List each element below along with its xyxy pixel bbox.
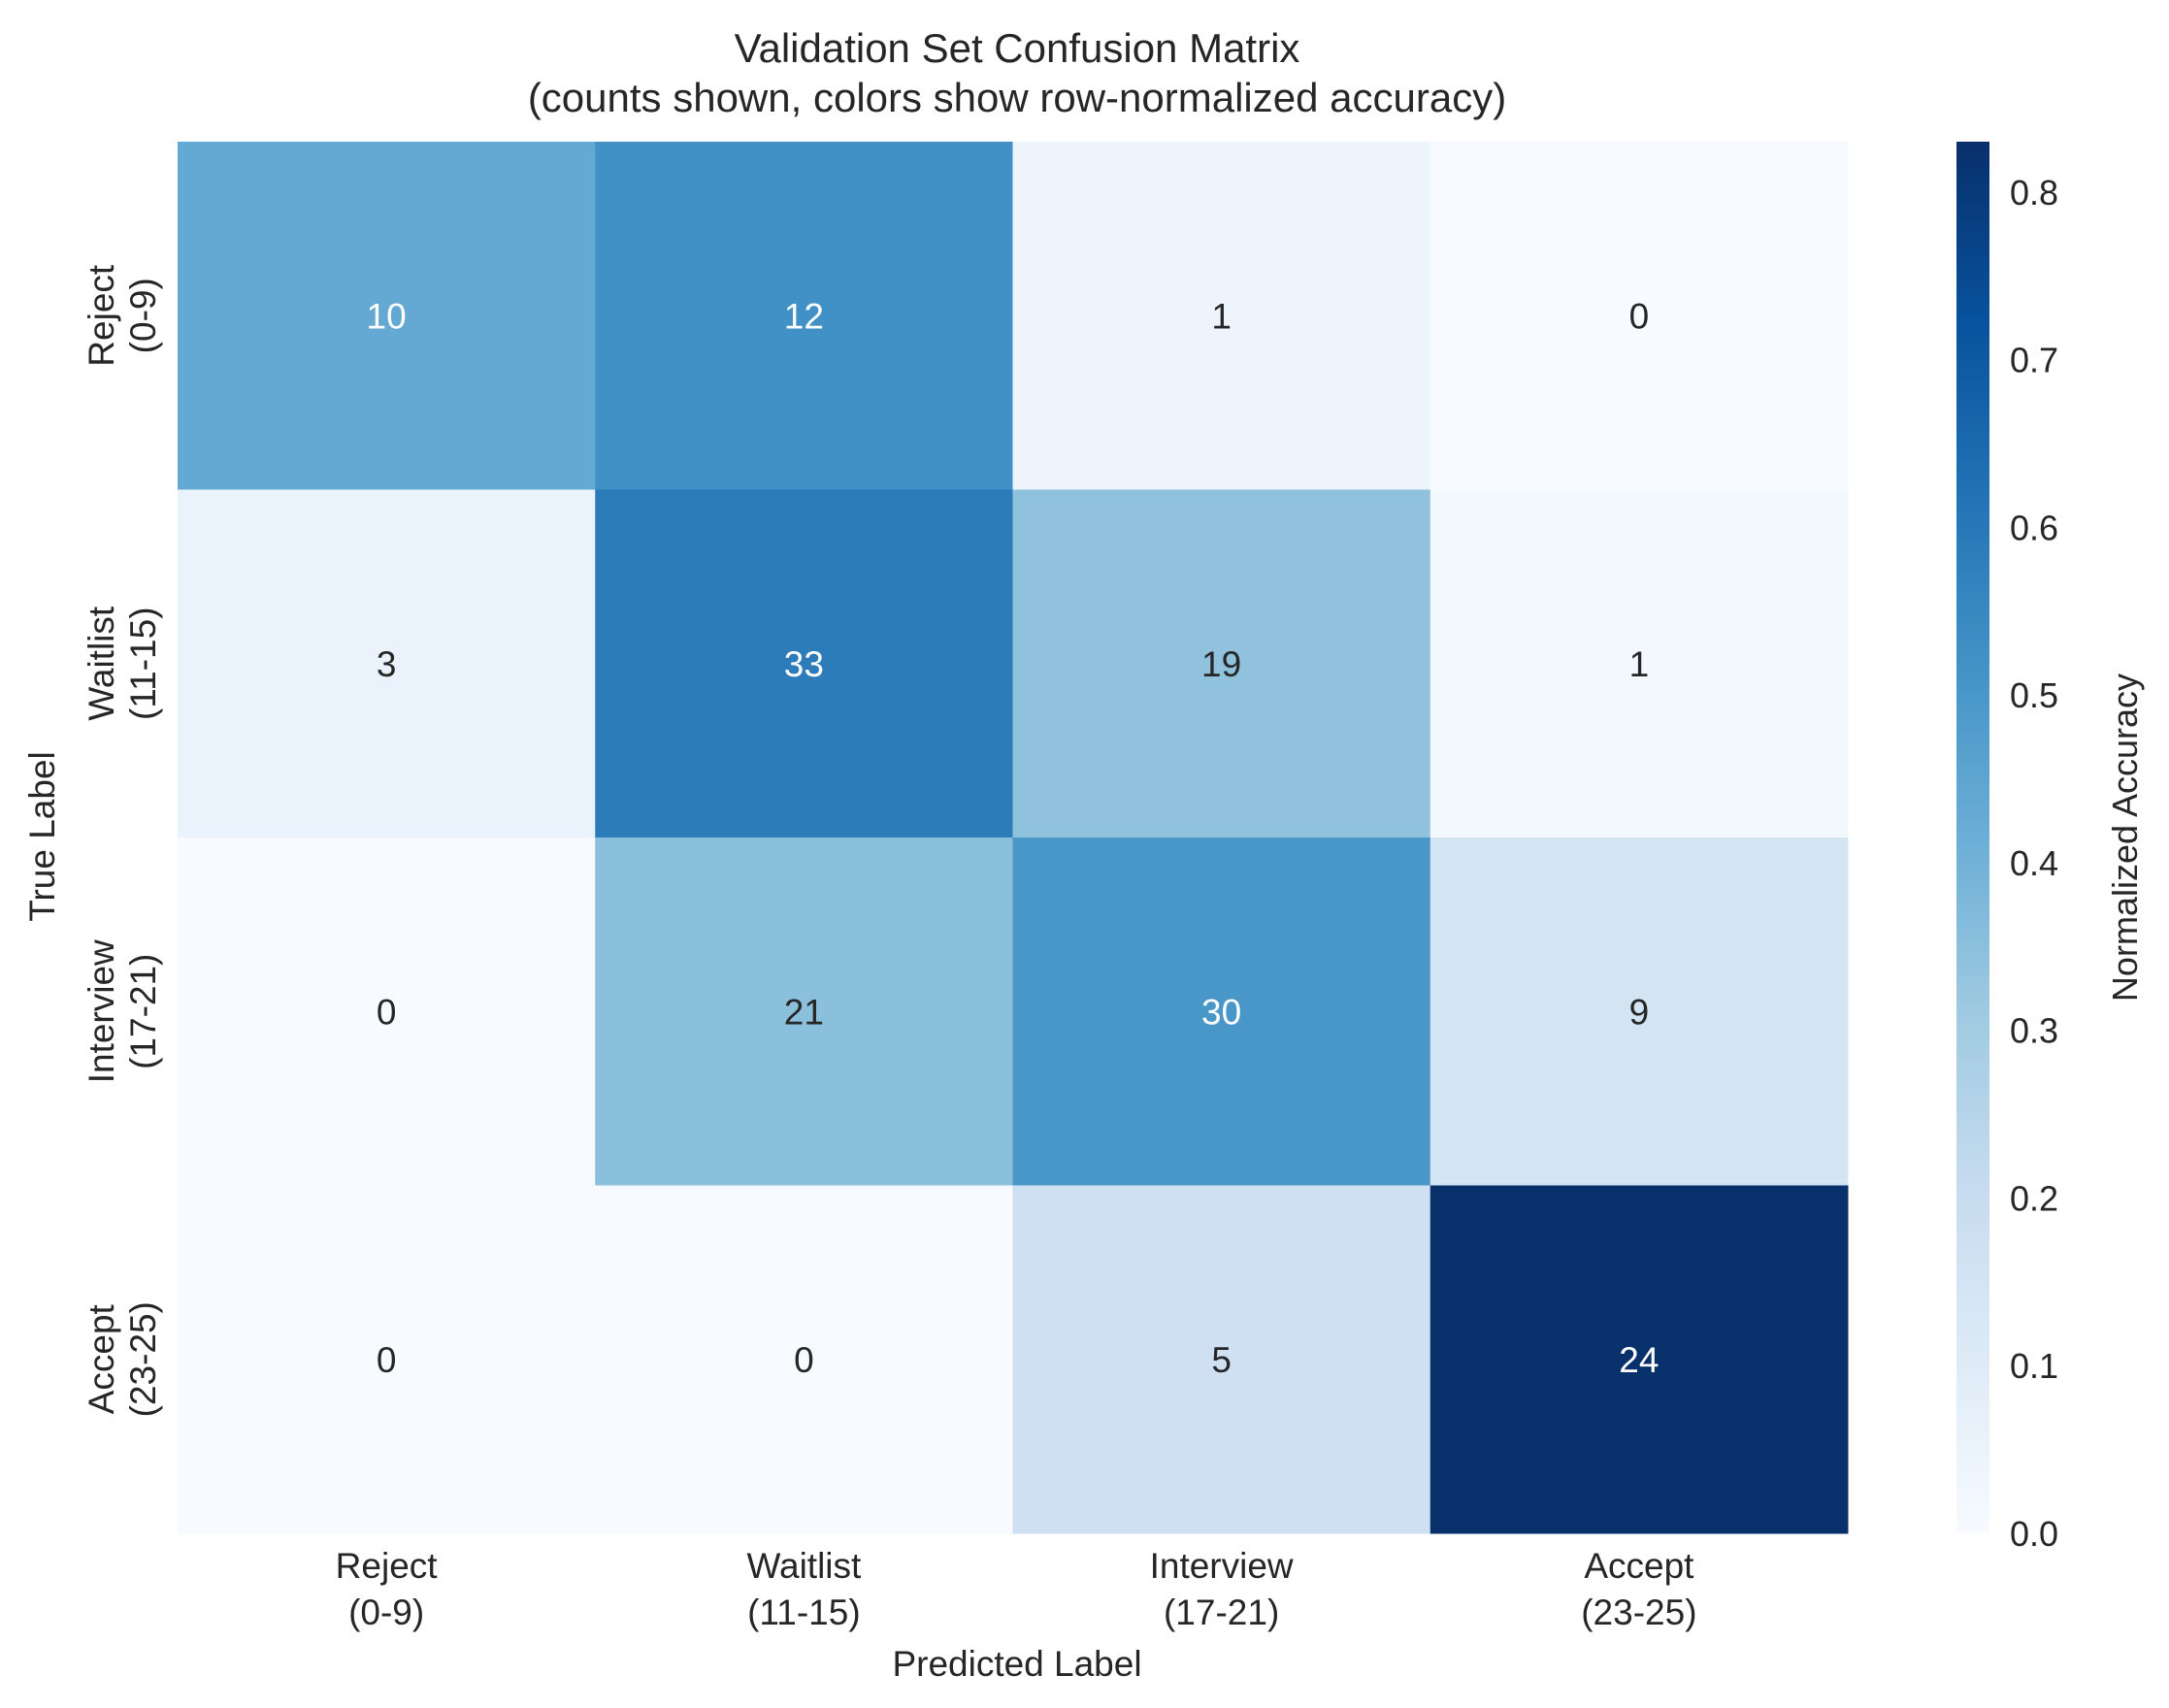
- heatmap-cell: [178, 838, 596, 1186]
- cell-count-label: 1: [1211, 296, 1232, 336]
- x-tick-label-name: Accept: [1584, 1546, 1694, 1586]
- x-axis-label: Predicted Label: [892, 1644, 1141, 1684]
- x-tick-label-range: (0-9): [348, 1593, 424, 1632]
- colorbar-tick-label: 0.5: [2010, 675, 2058, 715]
- heatmap-cell: [595, 1185, 1013, 1534]
- heatmap-cell: [1430, 1185, 1849, 1534]
- y-tick-label-name: Reject: [82, 264, 121, 367]
- y-axis-label: True Label: [22, 751, 62, 922]
- heatmap-cell: [595, 838, 1013, 1186]
- colorbar: [1956, 142, 1989, 1533]
- heatmap-cell: [1430, 838, 1849, 1186]
- x-tick-label-name: Waitlist: [746, 1546, 862, 1586]
- colorbar-tick-label: 0.0: [2010, 1514, 2058, 1554]
- x-axis-tick-labels: Reject (0-9) Waitlist (11-15) Interview (17-2…: [336, 1546, 1697, 1632]
- colorbar-tick-label: 0.8: [2010, 173, 2058, 213]
- colorbar-tick-label: 0.3: [2010, 1011, 2058, 1051]
- heatmap-cell: [595, 142, 1013, 490]
- colorbar-tick-label: 0.1: [2010, 1346, 2058, 1386]
- cell-count-label: 0: [377, 992, 397, 1032]
- heatmap-cell: [178, 489, 596, 838]
- cell-count-label: 9: [1629, 992, 1650, 1032]
- heatmap-cell: [178, 142, 596, 490]
- y-tick-label-name: Waitlist: [82, 606, 121, 721]
- cell-count-label: 0: [377, 1340, 397, 1380]
- colorbar-label: Normalized Accuracy: [2105, 673, 2145, 1002]
- heatmap-cell: [1012, 142, 1431, 490]
- heatmap-cell: [595, 489, 1013, 838]
- y-tick-label-range: (11-15): [123, 607, 163, 720]
- heatmap-cell: [178, 1185, 596, 1534]
- cell-count-label: 24: [1619, 1340, 1659, 1380]
- cell-count-label: 21: [784, 992, 824, 1032]
- colorbar-tick-label: 0.2: [2010, 1178, 2058, 1218]
- heatmap-cell: [1012, 489, 1431, 838]
- y-tick-label-name: Accept: [82, 1303, 121, 1414]
- heatmap-cells: [178, 142, 1849, 1534]
- cell-count-label: 3: [377, 644, 397, 684]
- chart-title-line-1: Validation Set Confusion Matrix: [735, 25, 1300, 71]
- x-tick-label-name: Interview: [1150, 1546, 1294, 1586]
- cell-count-label: 19: [1201, 644, 1241, 684]
- colorbar-tick-label: 0.6: [2010, 508, 2058, 547]
- cell-count-label: 0: [1629, 296, 1650, 336]
- y-tick-label-range: (17-21): [123, 954, 163, 1069]
- cell-count-label: 1: [1629, 644, 1650, 684]
- heatmap-cell: [1012, 838, 1431, 1186]
- heatmap-cell-labels: 10 12 1 03 33 19 10 21 30 90 0 5 24: [367, 296, 1660, 1380]
- colorbar-tick-labels: 0.0 0.1 0.2 0.3 0.4 0.5 0.6 0.7 0.8: [2010, 173, 2058, 1554]
- cell-count-label: 12: [784, 296, 824, 336]
- y-tick-label-range: (23-25): [123, 1301, 163, 1417]
- cell-count-label: 5: [1211, 1340, 1232, 1380]
- x-tick-label-range: (11-15): [747, 1593, 861, 1632]
- heatmap-cell: [1430, 142, 1849, 490]
- heatmap-cell: [1012, 1185, 1431, 1534]
- colorbar-tick-label: 0.7: [2010, 341, 2058, 380]
- cell-count-label: 30: [1201, 992, 1241, 1032]
- y-tick-label-range: (0-9): [123, 278, 163, 353]
- x-tick-label-range: (23-25): [1581, 1593, 1696, 1632]
- cell-count-label: 0: [794, 1340, 814, 1380]
- x-tick-label-name: Reject: [336, 1546, 439, 1586]
- cell-count-label: 10: [367, 296, 407, 336]
- chart-title-line-2: (counts shown, colors show row-normalize…: [528, 75, 1506, 120]
- cell-count-label: 33: [784, 644, 824, 684]
- y-axis-tick-labels: Reject (0-9) Waitlist (11-15) Interview (17-2…: [82, 264, 163, 1417]
- colorbar-tick-label: 0.4: [2010, 843, 2058, 883]
- x-tick-label-range: (17-21): [1164, 1593, 1279, 1632]
- heatmap-cell: [1430, 489, 1849, 838]
- y-tick-label-name: Interview: [82, 939, 121, 1083]
